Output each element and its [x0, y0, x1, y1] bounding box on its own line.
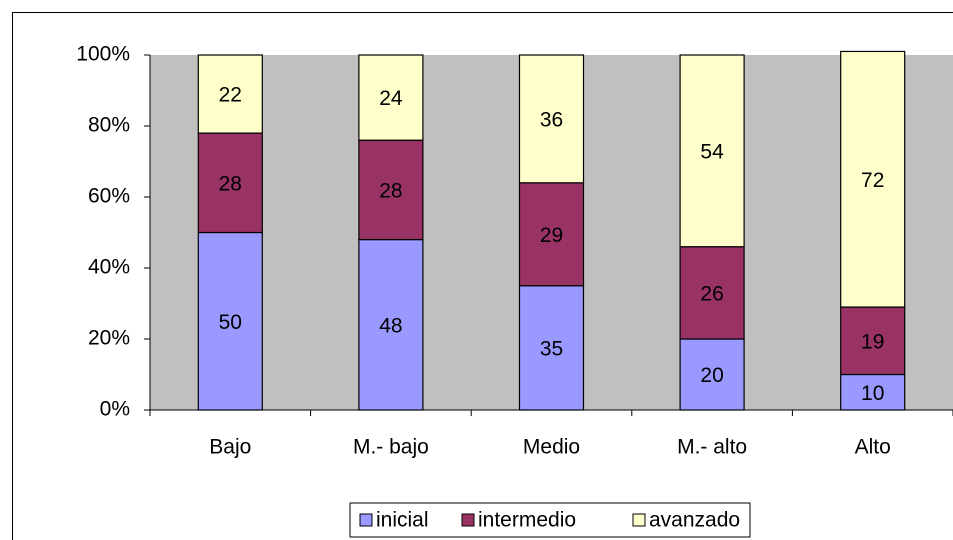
data-label: 29 [540, 224, 563, 247]
legend-swatch [461, 513, 475, 527]
x-tick-label: Bajo [209, 436, 251, 459]
data-label: 20 [700, 364, 723, 387]
bar-segment [679, 246, 745, 340]
legend-label: intermedio [478, 509, 576, 532]
legend-swatch [632, 513, 646, 527]
data-label: 22 [219, 84, 242, 107]
data-label: 36 [540, 108, 563, 131]
y-tick-label: 0% [100, 398, 130, 421]
data-label: 28 [219, 172, 242, 195]
bar-segment [518, 285, 585, 411]
legend-label: inicial [376, 509, 429, 532]
bar-segment [358, 54, 424, 141]
data-label: 10 [861, 382, 884, 405]
bar-segment [679, 338, 745, 411]
bar-segment [518, 182, 585, 287]
data-label: 54 [700, 140, 724, 163]
data-label: 72 [861, 169, 884, 192]
x-tick-label: Alto [855, 436, 891, 459]
bar-segment [197, 54, 263, 134]
y-tick-label: 60% [88, 185, 130, 208]
legend-swatch [359, 513, 373, 527]
x-tick-label: Medio [523, 436, 580, 459]
y-tick-label: 100% [76, 43, 130, 66]
bar-segment [840, 373, 906, 411]
data-label: 50 [219, 311, 242, 334]
bar-segment [840, 306, 906, 376]
data-label: 48 [379, 314, 402, 337]
bar-segment [518, 54, 585, 184]
bar-segment [679, 54, 745, 248]
legend-label: avanzado [649, 509, 740, 532]
data-label: 26 [700, 282, 723, 305]
x-tick-label: M.- alto [677, 436, 747, 459]
y-tick-label: 40% [88, 256, 130, 279]
bar-segment [197, 231, 263, 411]
y-tick-label: 80% [88, 114, 130, 137]
data-label: 19 [861, 330, 884, 353]
y-tick-label: 20% [88, 327, 130, 350]
bar-segment [197, 132, 263, 234]
bar-segment [840, 50, 906, 308]
legend-box [349, 502, 751, 538]
x-tick-label: M.- bajo [353, 436, 429, 459]
data-label: 24 [379, 87, 403, 110]
data-label: 35 [540, 337, 563, 360]
data-label: 28 [379, 179, 402, 202]
